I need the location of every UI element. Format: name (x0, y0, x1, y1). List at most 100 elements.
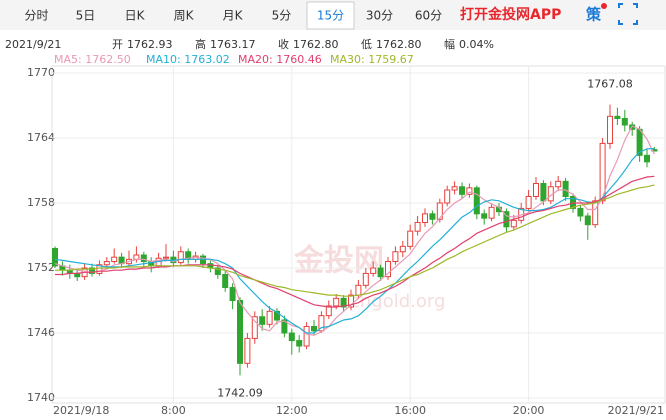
candle-body (459, 186, 465, 195)
info-label: 开 (112, 38, 123, 51)
candle-body (436, 202, 443, 220)
candle-body (599, 142, 606, 202)
candle-body (466, 187, 473, 195)
ma-line (54, 148, 655, 334)
info-label: 幅 (444, 38, 455, 51)
info-value: 1763.17 (210, 38, 256, 51)
ma-line (55, 175, 655, 308)
candle-body (288, 332, 295, 342)
candle-body (577, 207, 584, 217)
extreme-label: 1742.09 (217, 386, 263, 399)
candle-body (96, 264, 103, 274)
candle-body (89, 267, 95, 274)
app-link[interactable]: 打开金投网APP (460, 6, 561, 23)
strategy-button[interactable]: 策 (585, 6, 602, 24)
candle-body (444, 189, 451, 204)
candle-body (607, 115, 613, 144)
candle-body (510, 219, 517, 228)
ma-line (54, 125, 655, 336)
info-label: 收 (278, 37, 289, 51)
y-tick-label: 1770 (27, 66, 55, 79)
candle-body (385, 261, 391, 278)
legend-entry: MA30: 1759.67 (330, 53, 414, 66)
tab-label[interactable]: 5分 (272, 9, 292, 23)
tab[interactable] (62, 2, 109, 29)
info-value: 1762.80 (293, 38, 339, 51)
y-tick-label: 1740 (27, 391, 55, 404)
candle-body (325, 305, 332, 317)
candle-body (414, 222, 421, 232)
candle-body (362, 272, 369, 286)
candle-body (555, 180, 562, 188)
candle-body (644, 154, 650, 163)
candle-body (244, 337, 251, 364)
candle-body (621, 118, 628, 126)
legend-entry: MA5: 1762.50 (54, 53, 131, 66)
candle-body (251, 316, 258, 339)
legend-entry: MA20: 1760.46 (238, 53, 322, 66)
candle-body (318, 315, 325, 332)
candle-body (111, 256, 118, 262)
info-value: 1762.80 (376, 38, 422, 51)
candle-body (407, 230, 414, 247)
tab-label[interactable]: 15分 (317, 9, 344, 23)
candle-body (133, 254, 140, 260)
y-tick-label: 1746 (27, 326, 55, 339)
candle-body (533, 183, 539, 197)
candle-body (259, 316, 266, 325)
tab-label[interactable]: 5日 (76, 9, 96, 23)
candle-body (52, 248, 58, 267)
candle-body (473, 187, 480, 215)
tab[interactable] (258, 2, 305, 29)
x-tick-label: 16:00 (394, 404, 426, 417)
info-date: 2021/9/21 (5, 38, 61, 51)
watermark-site: cngold.org (350, 291, 445, 312)
tab-label[interactable]: 周K (174, 9, 195, 23)
candle-body (229, 287, 236, 301)
extreme-label: 1767.08 (587, 78, 633, 91)
candle-body (429, 213, 436, 220)
x-tick-label: 12:00 (276, 404, 308, 417)
watermark-logo: 金投网 (293, 244, 384, 279)
candle-body (377, 267, 384, 278)
tab[interactable] (111, 2, 158, 29)
candle-body (281, 319, 288, 334)
tab[interactable] (209, 2, 256, 29)
x-tick-label: 20:00 (513, 404, 545, 417)
y-tick-label: 1752 (27, 261, 55, 274)
info-value: 1762.93 (127, 38, 173, 51)
candle-body (177, 251, 184, 264)
tab-label[interactable]: 30分 (366, 9, 393, 23)
notice-dot (601, 3, 607, 9)
candle-body (540, 183, 547, 202)
info-label: 高 (195, 37, 206, 51)
info-value: 0.04% (459, 38, 494, 51)
fullscreen-button[interactable] (618, 3, 638, 25)
y-tick-label: 1758 (27, 196, 55, 209)
info-label: 低 (361, 38, 372, 51)
candle-body (222, 274, 229, 288)
candle-body (451, 186, 458, 191)
plot-frame (51, 65, 666, 404)
tab[interactable] (160, 2, 207, 29)
candle-body (333, 297, 340, 307)
tab-label[interactable]: 分时 (24, 9, 48, 23)
candle-body (592, 200, 599, 226)
tab[interactable] (405, 2, 452, 29)
candle-body (584, 215, 591, 226)
candle-body (274, 310, 280, 321)
tab[interactable] (306, 1, 355, 30)
candle-body (481, 213, 488, 219)
candle-body (392, 251, 399, 262)
candle-body (525, 196, 532, 209)
candle-body (237, 300, 243, 364)
candle-body (311, 326, 317, 332)
tab[interactable] (13, 2, 60, 29)
tab-label[interactable]: 日K (125, 9, 146, 23)
candle-body (266, 310, 273, 325)
tab[interactable] (356, 2, 403, 29)
tab-label[interactable]: 月K (223, 9, 244, 23)
tab-label[interactable]: 60分 (415, 9, 442, 23)
